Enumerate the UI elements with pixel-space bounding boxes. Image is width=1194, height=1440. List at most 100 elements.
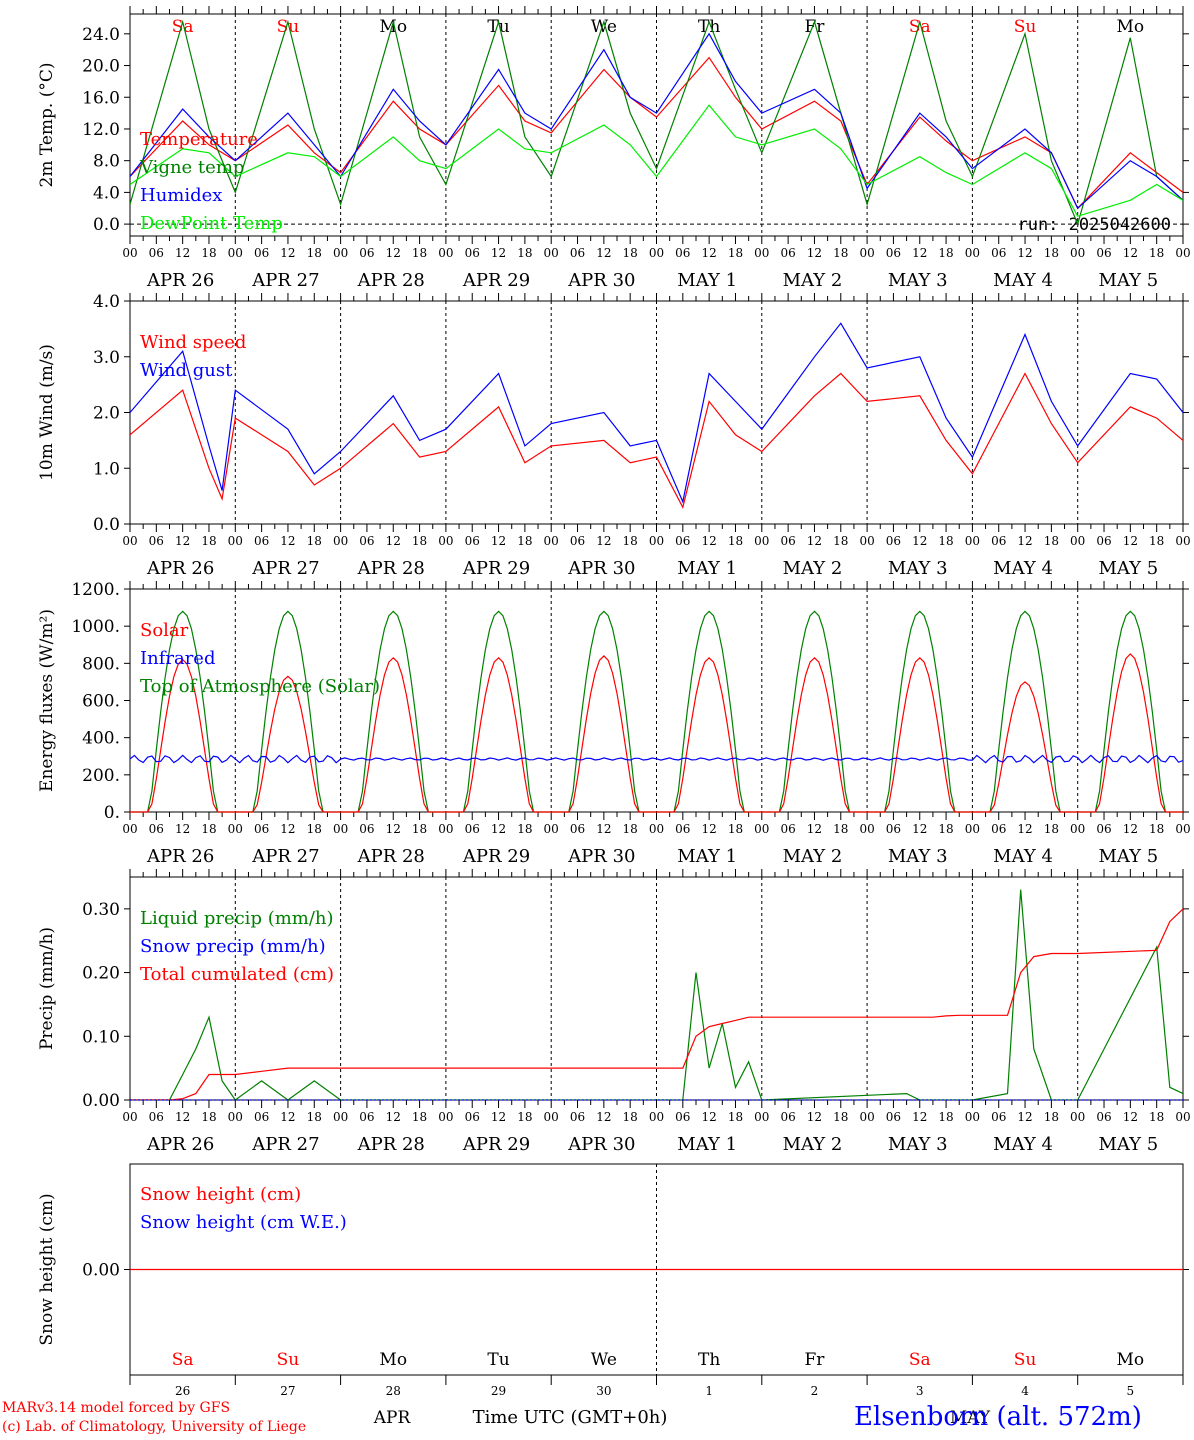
date-label: MAY 1 [677, 846, 737, 867]
weekday-label: Mo [379, 17, 407, 37]
date-label: MAY 5 [1098, 1134, 1158, 1155]
hour-label: 06 [780, 822, 795, 836]
hour-label: 00 [649, 822, 664, 836]
weekday-label: We [591, 17, 617, 37]
hour-label: 00 [649, 1110, 664, 1124]
hour-label: 00 [438, 822, 453, 836]
hour-label: 06 [149, 534, 164, 548]
hour-label: 06 [254, 1110, 269, 1124]
hour-label: 18 [412, 1110, 427, 1124]
weekday-label: Mo [379, 1350, 407, 1370]
hour-label: 12 [807, 1110, 822, 1124]
hour-label: 12 [702, 246, 717, 260]
legend-entry: Infrared [140, 648, 215, 669]
hour-label: 18 [833, 246, 848, 260]
weekday-label: Mo [1117, 17, 1145, 37]
day-number: 2 [811, 1384, 819, 1398]
date-label: APR 27 [251, 270, 319, 291]
hour-label: 00 [754, 246, 769, 260]
weekday-label: Sa [172, 1350, 194, 1370]
hour-label: 06 [675, 822, 690, 836]
date-label: APR 27 [251, 558, 319, 579]
hour-label: 06 [570, 1110, 585, 1124]
panel-2: 00 06 12 18 APR 26 00 06 12 18 APR 27 00 06 12 18 APR … [37, 292, 1191, 579]
hour-label: 12 [386, 1110, 401, 1124]
hour-label: 18 [1044, 246, 1059, 260]
hour-label: 12 [596, 822, 611, 836]
hour-label: 00 [544, 1110, 559, 1124]
date-label: MAY 1 [677, 270, 737, 291]
hour-label: 00 [228, 822, 243, 836]
hour-label: 12 [1017, 822, 1032, 836]
date-label: MAY 5 [1098, 558, 1158, 579]
hour-label: 12 [386, 822, 401, 836]
hour-label: 18 [1044, 822, 1059, 836]
hour-label: 06 [359, 822, 374, 836]
date-label: APR 26 [146, 846, 214, 867]
day-number: 27 [280, 1384, 295, 1398]
hour-label: 12 [1017, 246, 1032, 260]
hour-label: 06 [675, 534, 690, 548]
hour-label: 12 [280, 246, 295, 260]
hour-label: 18 [201, 822, 216, 836]
hour-label: 12 [1017, 1110, 1032, 1124]
hour-label: 00 [1175, 822, 1190, 836]
date-label: MAY 4 [993, 1134, 1053, 1155]
y-axis-label: Energy fluxes (W/m²) [37, 609, 57, 792]
hour-label: 18 [938, 246, 953, 260]
hour-label: 06 [149, 1110, 164, 1124]
hour-label: 00 [859, 1110, 874, 1124]
hour-label: 06 [991, 246, 1006, 260]
date-label: MAY 4 [993, 558, 1053, 579]
hour-label: 00 [754, 822, 769, 836]
weekday-label: Sa [909, 17, 931, 37]
y-tick-label: 0.0 [93, 215, 120, 235]
hour-label: 18 [517, 1110, 532, 1124]
legend-entry: Temperature [140, 129, 258, 150]
hour-label: 00 [649, 534, 664, 548]
hour-label: 12 [596, 1110, 611, 1124]
weekday-label: Tu [487, 17, 509, 37]
hour-label: 18 [307, 822, 322, 836]
hour-label: 00 [1175, 246, 1190, 260]
hour-label: 18 [623, 822, 638, 836]
hour-label: 06 [675, 1110, 690, 1124]
date-label: APR 27 [251, 846, 319, 867]
hour-label: 06 [254, 822, 269, 836]
date-label: APR 29 [462, 270, 530, 291]
hour-label: 12 [280, 1110, 295, 1124]
hour-label: 06 [570, 246, 585, 260]
weekday-label: Su [1014, 17, 1037, 37]
y-tick-label: 20.0 [82, 57, 120, 77]
date-label: APR 28 [357, 270, 425, 291]
y-tick-label: 600. [82, 692, 120, 712]
hour-label: 00 [859, 822, 874, 836]
weekday-label: Fr [804, 1350, 825, 1370]
hour-label: 12 [1123, 534, 1138, 548]
weekday-label: Mo [1117, 1350, 1145, 1370]
y-tick-label: 400. [82, 729, 120, 749]
hour-label: 18 [1149, 1110, 1164, 1124]
date-label: APR 26 [146, 558, 214, 579]
station-label: Elsenborn (alt. 572m) [854, 1402, 1142, 1432]
date-label: MAY 3 [888, 558, 948, 579]
hour-label: 00 [965, 1110, 980, 1124]
hour-label: 00 [228, 1110, 243, 1124]
date-label: MAY 4 [993, 270, 1053, 291]
hour-label: 00 [333, 246, 348, 260]
hour-label: 06 [359, 1110, 374, 1124]
weekday-label: Th [698, 1350, 720, 1370]
hour-label: 12 [1017, 534, 1032, 548]
y-tick-label: 24.0 [82, 25, 120, 45]
hour-label: 18 [623, 1110, 638, 1124]
hour-label: 18 [307, 1110, 322, 1124]
hour-label: 18 [1149, 246, 1164, 260]
hour-label: 18 [1044, 1110, 1059, 1124]
y-tick-label: 1.0 [93, 459, 120, 479]
series-liquid-precip-mm-h [130, 889, 1183, 1100]
day-number: 28 [386, 1384, 401, 1398]
hour-label: 00 [965, 822, 980, 836]
y-tick-label: 1000. [71, 617, 120, 637]
hour-label: 00 [122, 822, 137, 836]
date-label: APR 29 [462, 1134, 530, 1155]
